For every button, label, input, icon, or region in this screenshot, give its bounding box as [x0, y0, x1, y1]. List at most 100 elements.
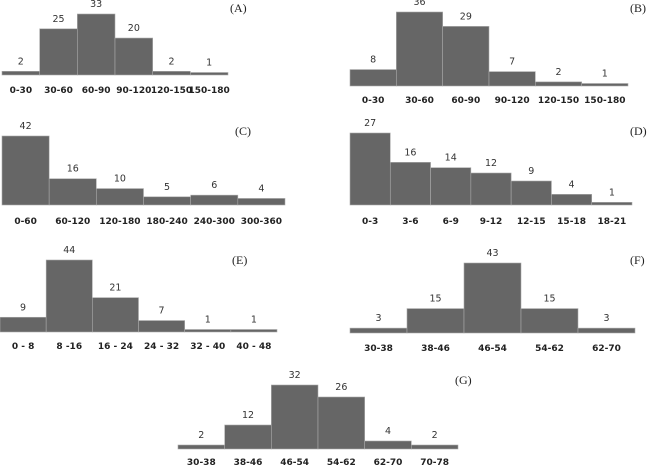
x-tick-label: 120-150	[538, 96, 579, 106]
histogram-bar	[177, 444, 225, 450]
bar-value-label: 2	[168, 56, 174, 67]
x-tick-label: 70-78	[420, 458, 449, 465]
x-tick-label: 30-60	[405, 96, 434, 106]
bar-value-label: 15	[543, 294, 555, 305]
bar-value-label: 12	[242, 410, 254, 421]
x-tick-label: 90-120	[116, 86, 151, 96]
bar-value-label: 9	[20, 302, 26, 313]
histogram-bar	[520, 308, 579, 334]
histogram-bar	[349, 327, 408, 334]
histogram-panel: 9 0 - 8 44 8 -16 21 16 - 24 7 24 - 32 1 32 - 40 1 4…	[0, 245, 278, 352]
x-tick-label: 46-54	[280, 458, 309, 465]
x-tick-label: 38-46	[421, 344, 450, 354]
bar-value-label: 1	[602, 69, 608, 80]
bar-value-label: 2	[555, 67, 561, 78]
bar-value-label: 25	[52, 14, 64, 25]
bar-value-label: 2	[18, 56, 24, 67]
histogram-bar	[190, 72, 229, 76]
bar-value-label: 6	[211, 180, 217, 191]
bar-value-label: 27	[364, 118, 376, 129]
x-tick-label: 120-180	[99, 217, 140, 227]
histogram-bar	[92, 297, 139, 333]
panel-label: (A)	[230, 1, 247, 15]
bar-value-label: 33	[90, 0, 102, 10]
bar-value-label: 4	[258, 183, 264, 194]
bar-value-label: 29	[460, 11, 472, 22]
panel-label: (D)	[630, 124, 647, 138]
x-tick-label: 38-46	[234, 458, 263, 465]
x-tick-label: 15-18	[557, 217, 586, 227]
histogram-bar	[143, 196, 191, 206]
x-tick-label: 60-120	[55, 217, 90, 227]
x-tick-label: 90-120	[495, 96, 530, 106]
bar-value-label: 1	[251, 315, 257, 326]
bar-value-label: 10	[114, 174, 126, 185]
bar-value-label: 7	[159, 306, 165, 317]
histogram-panel: 2 0-30 25 30-60 33 60-90 20 90-120 2 120-150 1 150-…	[1, 0, 247, 96]
histogram-bar	[224, 424, 272, 450]
x-tick-label: 150-180	[189, 86, 230, 96]
histogram-bar	[406, 308, 465, 334]
bar-value-label: 2	[432, 430, 438, 441]
x-tick-label: 62-70	[374, 458, 403, 465]
histogram-bar	[190, 194, 239, 206]
bar-value-label: 43	[486, 248, 498, 259]
panel-label: (B)	[630, 1, 646, 15]
x-tick-label: 180-240	[146, 217, 187, 227]
bar-value-label: 1	[205, 315, 211, 326]
histogram-bar	[442, 26, 490, 87]
bar-value-label: 4	[569, 179, 575, 190]
bar-value-label: 9	[528, 166, 534, 177]
histogram-bar	[237, 198, 286, 206]
x-tick-label: 3-6	[402, 217, 418, 227]
x-tick-label: 6-9	[443, 217, 459, 227]
histogram-panel: 42 0-60 16 60-120 10 120-180 5 180-240 6 240-300 4…	[1, 121, 286, 227]
histogram-bar	[510, 180, 552, 206]
histogram-bar	[39, 28, 78, 76]
histogram-bar	[577, 327, 636, 334]
histogram-bar	[138, 320, 185, 333]
x-tick-label: 40 - 48	[236, 342, 271, 352]
histogram-bar	[488, 71, 536, 87]
x-tick-label: 0-3	[362, 217, 378, 227]
histogram-bar	[45, 259, 93, 333]
bar-value-label: 4	[385, 426, 391, 437]
x-tick-label: 0-30	[10, 86, 33, 96]
bar-value-label: 36	[413, 0, 425, 8]
x-tick-label: 0 - 8	[12, 342, 35, 352]
histogram-bar	[152, 71, 191, 76]
x-tick-label: 32 - 40	[190, 342, 225, 352]
x-tick-label: 54-62	[327, 458, 356, 465]
histogram-bar	[389, 162, 431, 206]
bar-value-label: 5	[164, 182, 170, 193]
x-tick-label: 150-180	[584, 96, 625, 106]
bar-value-label: 3	[603, 313, 609, 324]
bar-value-label: 1	[609, 187, 615, 198]
histogram-bar	[411, 444, 459, 450]
histogram-bar	[581, 83, 629, 87]
x-tick-label: 16 - 24	[98, 342, 133, 352]
histogram-bar	[396, 11, 443, 87]
bar-value-label: 2	[198, 430, 204, 441]
x-tick-label: 54-62	[535, 344, 564, 354]
x-tick-label: 8 -16	[56, 342, 82, 352]
histogram-panel: 27 0-3 16 3-6 14 6-9 12 9-12 9 12-15 4 15-18 1 18-21 (…	[349, 118, 647, 227]
x-tick-label: 300-360	[241, 217, 282, 227]
histogram-bar	[1, 71, 40, 76]
x-tick-label: 0-30	[362, 96, 385, 106]
histogram-bar	[96, 188, 144, 206]
histogram-bar	[77, 13, 116, 76]
histogram-bar	[184, 329, 232, 333]
histogram-bar	[48, 178, 97, 206]
x-tick-label: 12-15	[517, 217, 546, 227]
x-tick-label: 30-60	[44, 86, 73, 96]
histogram-bar	[591, 202, 633, 206]
panel-label: (C)	[235, 124, 251, 138]
histogram-bar	[551, 194, 593, 206]
histogram-bar	[349, 69, 397, 87]
x-tick-label: 120-150	[151, 86, 192, 96]
bar-value-label: 3	[375, 313, 381, 324]
bar-value-label: 7	[509, 57, 515, 68]
x-tick-label: 9-12	[480, 217, 503, 227]
histogram-bar	[470, 172, 512, 206]
